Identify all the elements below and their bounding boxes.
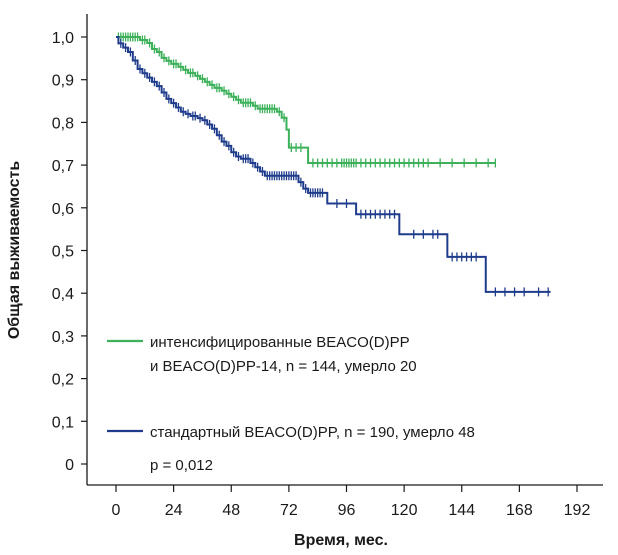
x-tick-label: 24 xyxy=(165,502,183,519)
y-tick-label: 0 xyxy=(65,457,74,474)
x-tick-label: 168 xyxy=(506,502,533,519)
km-curve-series-1 xyxy=(116,36,551,293)
plot-area: 0 24 48 72 96 120 144 168 192 0 0,1 0,2 0,3 0,4 0,5 0,… xyxy=(52,14,603,519)
y-tick-label: 0,5 xyxy=(52,244,74,261)
x-tick-label: 48 xyxy=(222,502,240,519)
x-tick-label: 0 xyxy=(112,502,121,519)
y-tick-label: 0,6 xyxy=(52,201,74,218)
x-tick-label: 120 xyxy=(391,502,418,519)
y-axis-title: Общая выживаемость xyxy=(6,161,23,340)
legend-label-intensified-line2: и BEACO(D)PP-14, n = 144, умерло 20 xyxy=(150,358,417,375)
y-tick-label: 0,1 xyxy=(52,414,74,431)
x-tick-label: 96 xyxy=(338,502,356,519)
y-tick-label: 0,2 xyxy=(52,372,74,389)
x-tick-label: 144 xyxy=(448,502,475,519)
y-tick-label: 0,9 xyxy=(52,73,74,90)
x-axis-ticks: 0 24 48 72 96 120 144 168 192 xyxy=(112,485,591,519)
x-tick-label: 72 xyxy=(280,502,298,519)
x-tick-label: 192 xyxy=(564,502,591,519)
y-axis-ticks: 0 0,1 0,2 0,3 0,4 0,5 0,6 0,7 0,8 0,9 1,0 xyxy=(52,30,87,474)
y-tick-label: 0,4 xyxy=(52,286,74,303)
y-tick-label: 0,8 xyxy=(52,115,74,132)
p-value-annotation: p = 0,012 xyxy=(150,457,213,474)
y-tick-label: 0,7 xyxy=(52,158,74,175)
km-curve-series-0 xyxy=(116,36,496,164)
legend: интенсифицированные BEACO(D)PP и BEACO(D… xyxy=(107,334,475,474)
series-group xyxy=(116,32,551,297)
legend-label-intensified-line1: интенсифицированные BEACO(D)PP xyxy=(150,334,410,351)
x-axis-title: Время, мес. xyxy=(294,532,388,549)
y-tick-label: 0,3 xyxy=(52,329,74,346)
y-tick-label: 1,0 xyxy=(52,30,74,47)
legend-label-standard: стандартный BEACO(D)PP, n = 190, умерло … xyxy=(150,424,475,441)
